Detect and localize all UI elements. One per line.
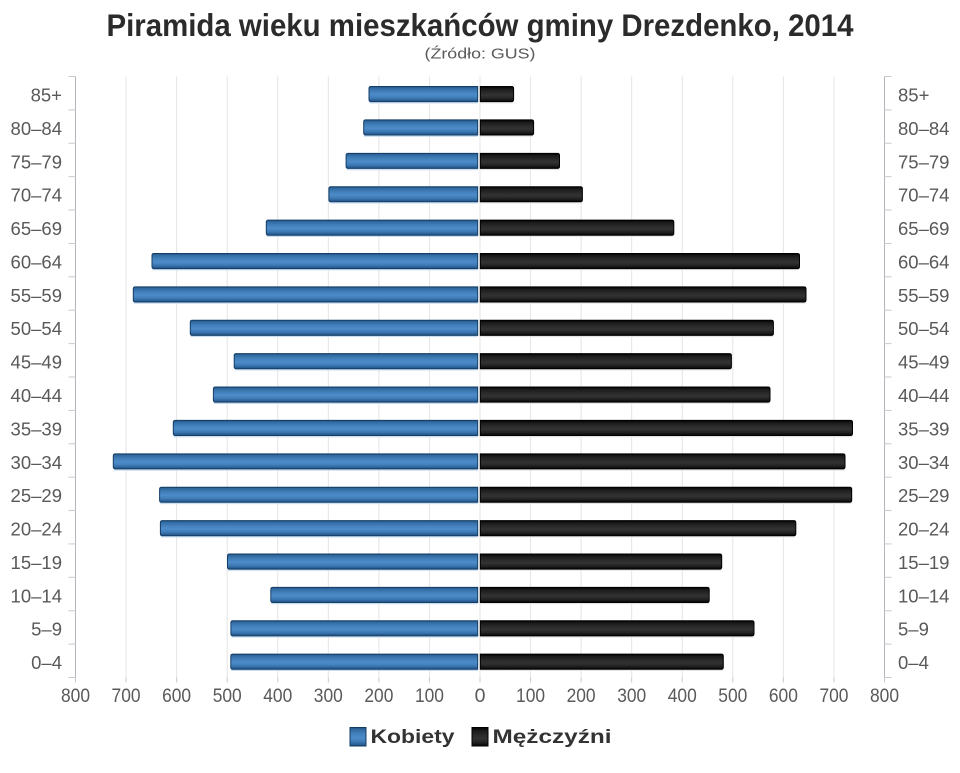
svg-text:65–69: 65–69 bbox=[11, 218, 62, 239]
svg-text:500: 500 bbox=[718, 685, 747, 707]
svg-text:75–79: 75–79 bbox=[898, 151, 949, 172]
svg-text:35–39: 35–39 bbox=[11, 418, 62, 439]
svg-text:40–44: 40–44 bbox=[898, 385, 949, 406]
svg-text:600: 600 bbox=[769, 685, 798, 707]
svg-text:80–84: 80–84 bbox=[11, 118, 62, 139]
svg-text:800: 800 bbox=[61, 685, 90, 707]
svg-text:15–19: 15–19 bbox=[898, 552, 949, 573]
svg-text:35–39: 35–39 bbox=[898, 418, 949, 439]
svg-text:20–24: 20–24 bbox=[11, 519, 62, 540]
svg-text:100: 100 bbox=[516, 685, 545, 707]
svg-text:300: 300 bbox=[617, 685, 646, 707]
svg-text:100: 100 bbox=[415, 685, 444, 707]
svg-text:15–19: 15–19 bbox=[11, 552, 62, 573]
svg-text:300: 300 bbox=[314, 685, 343, 707]
svg-text:Mężczyźni: Mężczyźni bbox=[493, 727, 612, 748]
svg-text:80–84: 80–84 bbox=[898, 118, 949, 139]
svg-text:500: 500 bbox=[213, 685, 242, 707]
svg-text:400: 400 bbox=[263, 685, 292, 707]
svg-text:5–9: 5–9 bbox=[31, 619, 62, 640]
svg-text:45–49: 45–49 bbox=[11, 352, 62, 373]
svg-text:(Źródło: GUS): (Źródło: GUS) bbox=[425, 46, 536, 63]
svg-text:20–24: 20–24 bbox=[898, 519, 949, 540]
svg-text:45–49: 45–49 bbox=[898, 352, 949, 373]
svg-text:0–4: 0–4 bbox=[31, 652, 62, 673]
svg-text:10–14: 10–14 bbox=[898, 585, 949, 606]
svg-text:800: 800 bbox=[870, 685, 899, 707]
svg-text:700: 700 bbox=[112, 685, 141, 707]
svg-text:200: 200 bbox=[364, 685, 393, 707]
svg-text:400: 400 bbox=[668, 685, 697, 707]
svg-text:65–69: 65–69 bbox=[898, 218, 949, 239]
svg-text:0–4: 0–4 bbox=[898, 652, 929, 673]
svg-text:70–74: 70–74 bbox=[898, 185, 949, 206]
svg-text:85+: 85+ bbox=[898, 85, 929, 106]
svg-text:Kobiety: Kobiety bbox=[371, 727, 456, 748]
svg-text:75–79: 75–79 bbox=[11, 151, 62, 172]
svg-text:200: 200 bbox=[567, 685, 596, 707]
svg-text:25–29: 25–29 bbox=[11, 485, 62, 506]
svg-text:0: 0 bbox=[475, 685, 486, 707]
svg-text:55–59: 55–59 bbox=[898, 285, 949, 306]
svg-text:40–44: 40–44 bbox=[11, 385, 62, 406]
svg-text:600: 600 bbox=[162, 685, 191, 707]
svg-text:50–54: 50–54 bbox=[11, 318, 62, 339]
svg-text:30–34: 30–34 bbox=[898, 452, 949, 473]
svg-text:Piramida wieku mieszkańców gmi: Piramida wieku mieszkańców gminy Drezden… bbox=[107, 7, 854, 43]
svg-text:60–64: 60–64 bbox=[898, 251, 949, 272]
svg-text:85+: 85+ bbox=[31, 85, 62, 106]
svg-text:55–59: 55–59 bbox=[11, 285, 62, 306]
svg-text:5–9: 5–9 bbox=[898, 619, 929, 640]
svg-text:25–29: 25–29 bbox=[898, 485, 949, 506]
svg-text:10–14: 10–14 bbox=[11, 585, 62, 606]
svg-text:30–34: 30–34 bbox=[11, 452, 62, 473]
svg-text:700: 700 bbox=[819, 685, 848, 707]
svg-text:70–74: 70–74 bbox=[11, 185, 62, 206]
svg-text:50–54: 50–54 bbox=[898, 318, 949, 339]
svg-text:60–64: 60–64 bbox=[11, 251, 62, 272]
